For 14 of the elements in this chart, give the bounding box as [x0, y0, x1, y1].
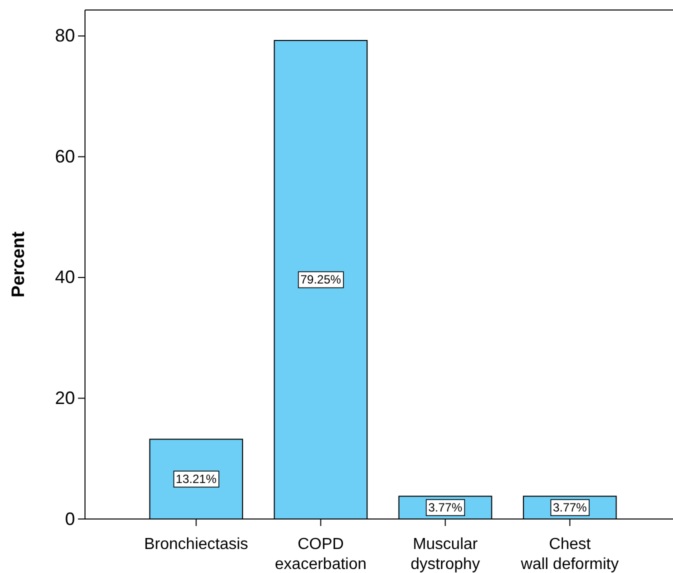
y-tick-label: 80: [54, 26, 75, 46]
x-tick-label: Muscular dystrophy: [410, 536, 480, 573]
x-tick-label: Bronchiectasis: [144, 536, 248, 553]
data-label: 13.21%: [176, 472, 217, 486]
data-label: 79.25%: [300, 272, 342, 287]
y-tick-label: 20: [54, 388, 75, 408]
y-tick-label: 0: [64, 508, 75, 529]
x-tick-label: COPD exacerbation: [274, 536, 367, 573]
data-label: 3.77%: [428, 500, 463, 515]
y-tick-label: 40: [54, 267, 75, 288]
x-tick-label: Chest wall deformity: [520, 536, 619, 573]
y-tick-label: 60: [54, 146, 75, 166]
data-label: 3.77%: [552, 500, 588, 515]
y-axis-title: Percent: [8, 231, 28, 298]
